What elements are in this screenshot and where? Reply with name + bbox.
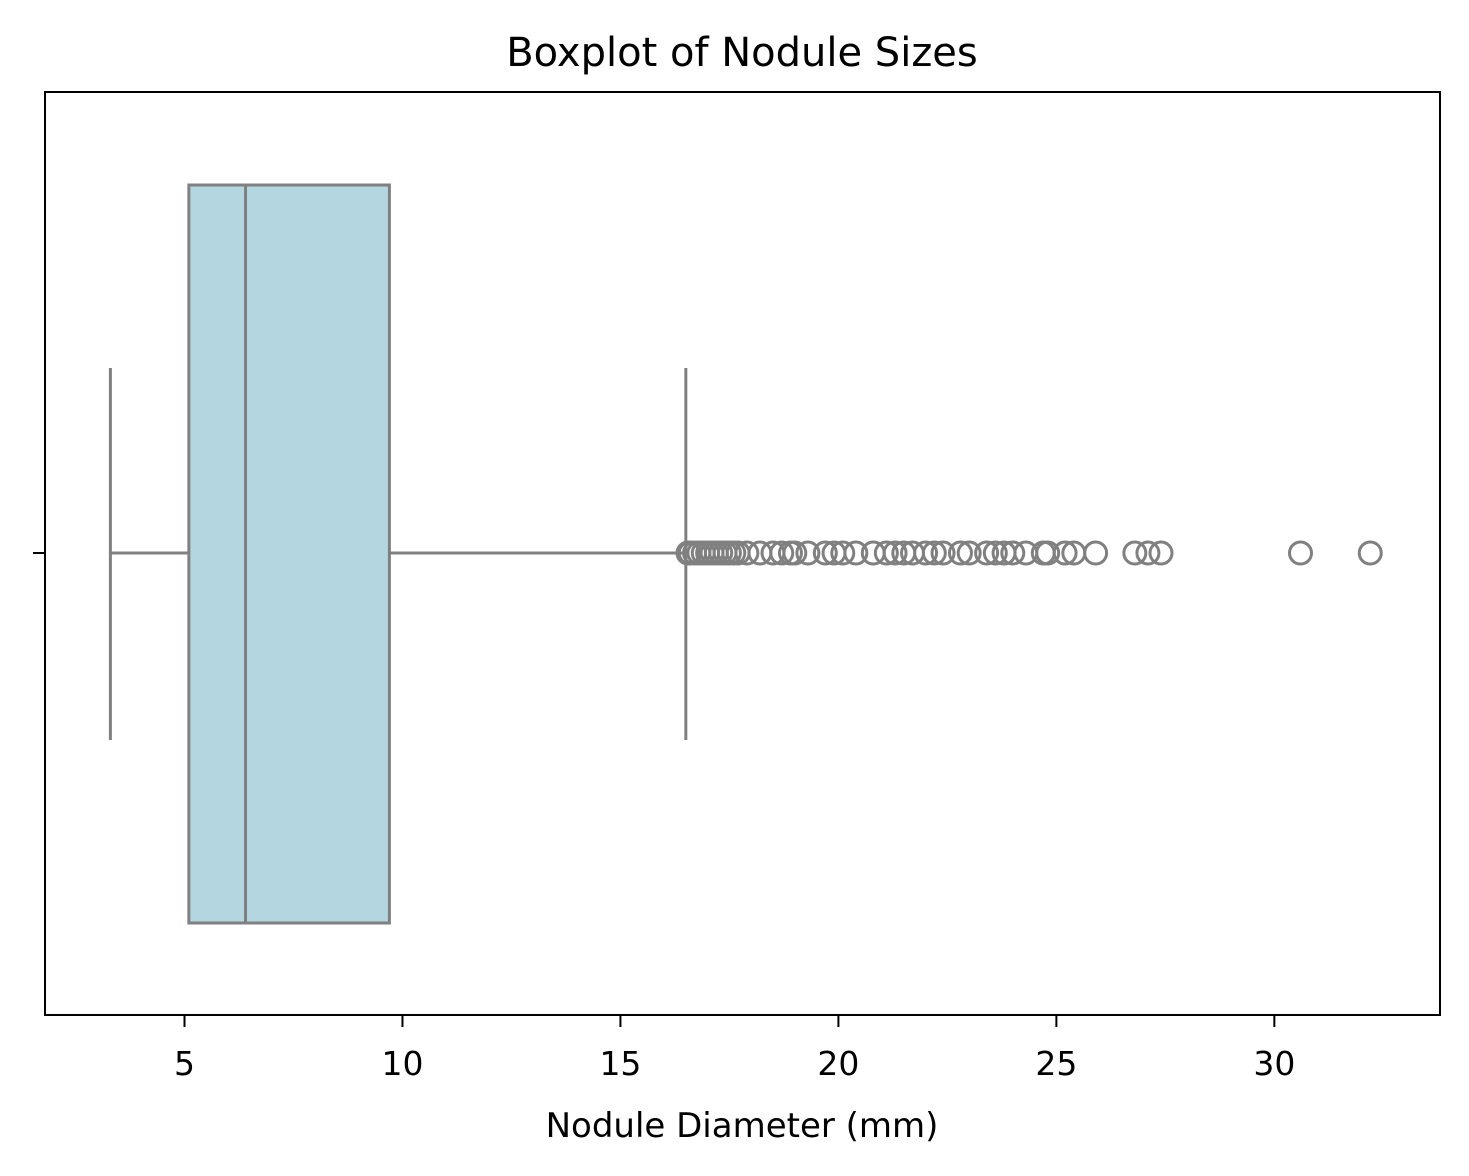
x-tick-label: 10 — [381, 1044, 423, 1083]
outlier-point — [1000, 540, 1026, 566]
x-axis-label: Nodule Diameter (mm) — [546, 1106, 939, 1146]
x-axis: 5 10 15 20 25 30 — [174, 1015, 1295, 1083]
outlier-point — [1148, 540, 1174, 566]
outlier-point — [873, 540, 899, 566]
outlier-point — [795, 540, 821, 566]
outlier-point — [1035, 540, 1061, 566]
x-tick-label: 25 — [1035, 1044, 1077, 1083]
outlier-point — [1357, 540, 1383, 566]
outlier-point — [921, 540, 947, 566]
outlier-point — [734, 540, 760, 566]
x-tick-label: 15 — [599, 1044, 641, 1083]
outlier-point — [1122, 540, 1148, 566]
x-tick-label: 30 — [1253, 1044, 1295, 1083]
x-tick-label: 20 — [817, 1044, 859, 1083]
outlier-point — [830, 540, 856, 566]
outlier-point — [843, 540, 869, 566]
outlier-point — [782, 540, 808, 566]
chart-title: Boxplot of Nodule Sizes — [506, 30, 978, 76]
outlier-point — [913, 540, 939, 566]
outlier-point — [1083, 540, 1109, 566]
outlier-point — [1288, 540, 1313, 566]
outlier-point — [747, 540, 773, 566]
iqr-box — [187, 183, 391, 925]
plot-area — [108, 183, 1383, 925]
outlier-point — [1052, 540, 1078, 566]
outlier-point — [956, 540, 982, 566]
outlier-point — [947, 540, 973, 566]
outlier-point — [769, 540, 795, 566]
outlier-point — [982, 540, 1008, 566]
outlier-point — [974, 540, 1000, 566]
outlier-point — [812, 540, 838, 566]
outlier-point — [882, 540, 908, 566]
outlier-point — [1135, 540, 1161, 566]
outlier-point — [930, 540, 956, 566]
x-tick-label: 5 — [174, 1044, 195, 1083]
